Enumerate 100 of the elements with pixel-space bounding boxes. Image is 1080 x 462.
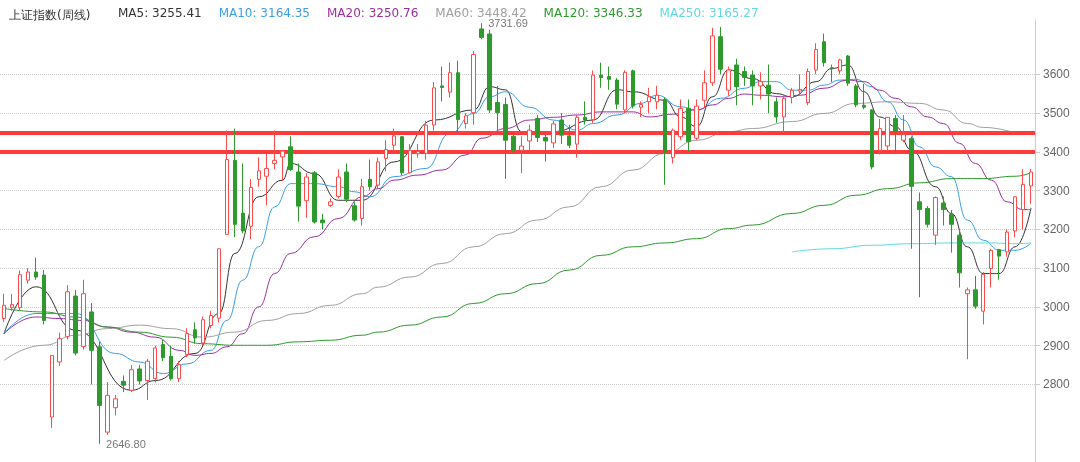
candlestick	[663, 97, 667, 186]
candlestick	[495, 85, 500, 131]
candlestick	[57, 332, 62, 367]
candlestick	[169, 345, 173, 382]
candlestick	[639, 100, 643, 118]
candlestick	[862, 83, 866, 110]
candlestick	[1005, 228, 1009, 258]
candlestick	[233, 128, 237, 238]
candlestick	[288, 135, 293, 172]
candlestick	[201, 316, 205, 347]
candlestick	[647, 87, 651, 114]
candlestick	[599, 62, 603, 89]
candlestick	[280, 149, 285, 182]
candlestick	[424, 120, 428, 161]
candlestick	[631, 69, 635, 109]
line-series	[791, 242, 1032, 253]
candlestick	[981, 271, 985, 325]
candlestick	[336, 168, 341, 199]
candlestick	[583, 100, 587, 126]
candlestick	[933, 195, 938, 246]
text: MA20: 3250.76	[326, 6, 419, 20]
candlestick	[782, 95, 786, 133]
y-tick-label: 3600	[1043, 67, 1071, 82]
candlestick	[846, 54, 850, 87]
candlestick	[471, 50, 476, 126]
candlestick	[718, 26, 723, 75]
candlestick	[264, 153, 269, 206]
candlestick	[798, 73, 802, 97]
candlestick	[392, 128, 396, 151]
candlestick	[949, 209, 954, 254]
candlestick	[272, 130, 277, 170]
candlestick	[607, 66, 611, 91]
y-tick-label: 3500	[1043, 106, 1071, 121]
candlestick	[312, 170, 317, 225]
candlestick	[352, 201, 357, 223]
candlestick	[591, 69, 595, 124]
candlestick	[487, 29, 492, 114]
candlestick	[456, 60, 460, 133]
candlestick	[734, 58, 739, 106]
candlestick	[678, 98, 683, 141]
y-tick-label: 3400	[1043, 144, 1071, 159]
candlestick	[185, 327, 189, 358]
candlestick	[814, 42, 818, 75]
candlestick	[511, 131, 516, 155]
candlestick	[623, 69, 627, 114]
text: MA5: 3255.41	[118, 6, 202, 20]
candlestick	[18, 269, 22, 312]
candlestick	[567, 124, 571, 149]
candlestick	[519, 135, 524, 174]
candlestick	[432, 81, 436, 131]
candlestick	[726, 66, 731, 97]
candlestick	[503, 97, 508, 180]
candlestick	[2, 293, 6, 323]
candlestick	[917, 192, 922, 298]
candlestick	[893, 114, 898, 153]
candlestick	[400, 135, 404, 176]
candlestick	[161, 339, 165, 362]
candlestick	[806, 67, 810, 106]
candlestick	[344, 162, 349, 203]
candlestick	[758, 71, 763, 100]
candlestick	[328, 197, 333, 208]
candlestick	[408, 143, 412, 174]
candlestick	[750, 69, 755, 106]
candlestick	[296, 162, 301, 223]
candlestick	[1021, 168, 1025, 230]
y-tick-label: 3300	[1043, 183, 1071, 198]
candlestick	[376, 157, 380, 190]
candlestick	[686, 98, 691, 153]
candlestick	[1013, 195, 1017, 238]
candlestick	[671, 128, 675, 164]
candlestick	[702, 69, 707, 108]
candlestick	[121, 375, 126, 393]
candlestick	[925, 205, 930, 228]
candlestick	[241, 162, 245, 234]
candlestick	[464, 112, 468, 130]
annotation: 2646.80	[106, 437, 146, 450]
candlestick	[320, 213, 325, 230]
candlestick	[26, 267, 30, 285]
candlestick	[965, 287, 970, 360]
candlestick	[97, 341, 102, 445]
candlestick	[838, 58, 842, 75]
candlestick	[997, 248, 1001, 281]
candlestick	[105, 381, 110, 436]
y-tick-label: 2800	[1043, 377, 1071, 392]
candlestick	[901, 114, 906, 143]
candlestick	[830, 64, 834, 83]
candlestick	[368, 159, 372, 192]
candlestick	[870, 108, 874, 170]
candlestick	[535, 114, 540, 143]
candlestick	[225, 130, 229, 235]
candlestick	[249, 178, 253, 240]
annotation: 3731.69	[488, 17, 528, 30]
candlestick	[10, 293, 14, 312]
candlestick	[416, 143, 420, 159]
candlestick	[878, 118, 882, 156]
candlestick	[973, 275, 978, 310]
candlestick	[615, 77, 619, 110]
candlestick	[384, 139, 388, 172]
candlestick	[527, 124, 532, 153]
candlestick	[145, 358, 150, 401]
